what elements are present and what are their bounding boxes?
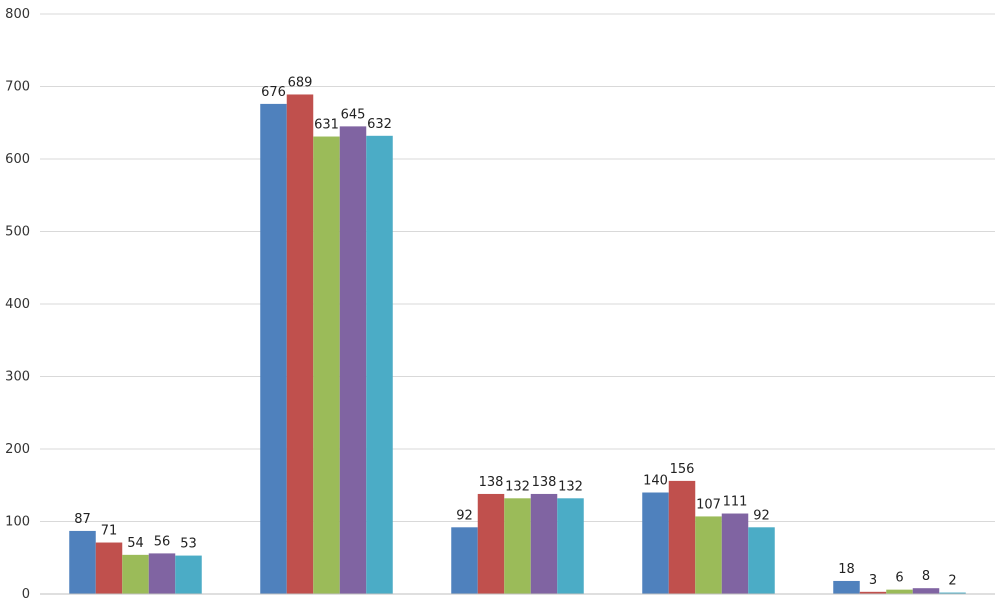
- bar: [477, 493, 505, 594]
- bar: [366, 135, 393, 595]
- bar: [859, 591, 887, 594]
- data-label: 56: [154, 534, 171, 549]
- y-tick-label: 200: [5, 442, 30, 457]
- bar: [175, 555, 202, 594]
- data-label: 632: [367, 117, 392, 132]
- data-label: 2: [948, 574, 956, 589]
- data-label: 107: [696, 497, 721, 512]
- bar: [504, 498, 531, 594]
- bar: [642, 492, 669, 594]
- data-label: 689: [288, 75, 313, 90]
- data-label: 6: [895, 571, 903, 586]
- data-label: 92: [456, 508, 473, 523]
- bars: [69, 94, 966, 595]
- data-label: 18: [838, 562, 855, 577]
- bar: [912, 588, 940, 594]
- bar: [886, 589, 913, 594]
- data-label: 138: [479, 475, 504, 490]
- y-tick-label: 600: [5, 152, 30, 167]
- bar: [260, 103, 287, 595]
- data-label: 132: [558, 479, 583, 494]
- y-tick-label: 100: [5, 515, 30, 530]
- y-tick-label: 700: [5, 80, 30, 95]
- data-label: 3: [869, 573, 877, 588]
- bar: [557, 498, 584, 594]
- bar: [122, 554, 149, 594]
- data-label: 140: [643, 474, 668, 489]
- y-tick-label: 400: [5, 297, 30, 312]
- bar: [339, 126, 367, 594]
- bar: [286, 94, 314, 594]
- data-label: 71: [101, 524, 118, 539]
- data-label: 8: [922, 569, 930, 584]
- data-label: 156: [670, 462, 695, 477]
- y-tick-label: 300: [5, 370, 30, 385]
- bar: [69, 530, 96, 594]
- bar: [721, 513, 749, 594]
- y-tick-label: 500: [5, 225, 30, 240]
- data-label: 645: [341, 107, 366, 122]
- bar: [748, 527, 775, 594]
- data-label: 111: [723, 495, 748, 510]
- grid-layer: [40, 13, 995, 522]
- data-label: 631: [314, 118, 339, 133]
- bar: [148, 553, 176, 594]
- bar: [833, 580, 860, 594]
- data-label: 138: [532, 475, 557, 490]
- data-label: 87: [74, 512, 91, 527]
- y-tick-label: 800: [5, 7, 30, 22]
- y-tick-label: 0: [22, 587, 30, 601]
- bar: [95, 542, 123, 594]
- data-label: 53: [180, 537, 197, 552]
- bar: [313, 136, 340, 594]
- y-axis-tick-labels: 0 100 200 300 400 500 600 700 800: [5, 7, 30, 601]
- data-label: 54: [127, 536, 144, 551]
- bar: [695, 516, 722, 594]
- bar: [530, 493, 558, 594]
- bar: [668, 480, 696, 594]
- data-label: 92: [753, 508, 770, 523]
- bar: [451, 527, 478, 594]
- data-label: 676: [261, 85, 286, 100]
- data-label: 132: [505, 479, 530, 494]
- bar: [939, 592, 966, 594]
